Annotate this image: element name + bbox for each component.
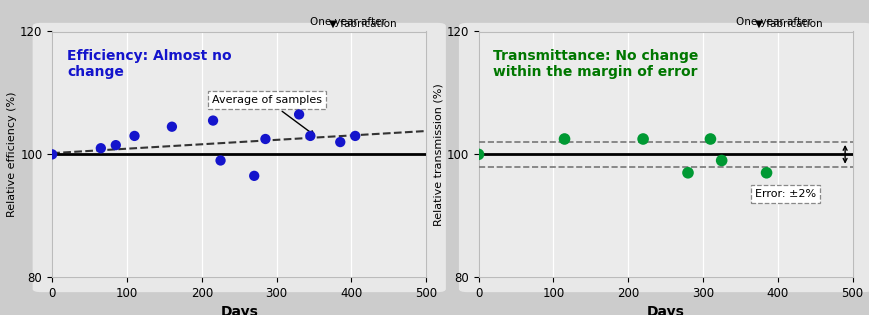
- Point: [714, 158, 728, 163]
- Text: Transmittance: No change
within the margin of error: Transmittance: No change within the marg…: [493, 49, 698, 79]
- Point: [94, 146, 108, 151]
- Point: [333, 140, 347, 145]
- Point: [557, 136, 571, 141]
- Point: [247, 173, 261, 178]
- Point: [214, 158, 228, 163]
- Point: [206, 118, 220, 123]
- Point: [128, 133, 142, 138]
- Text: One year after: One year after: [309, 17, 385, 26]
- Text: Efficiency: Almost no
change: Efficiency: Almost no change: [67, 49, 231, 79]
- Point: [258, 136, 272, 141]
- Point: [471, 152, 485, 157]
- Point: [635, 136, 649, 141]
- Point: [165, 124, 179, 129]
- Point: [759, 170, 773, 175]
- Text: Error: ±2%: Error: ±2%: [754, 189, 815, 199]
- Point: [292, 112, 306, 117]
- Text: ▼ fabrication: ▼ fabrication: [754, 19, 822, 29]
- Point: [703, 136, 717, 141]
- Point: [680, 170, 694, 175]
- X-axis label: Days: Days: [646, 306, 684, 315]
- Point: [109, 143, 123, 148]
- Text: Average of samples: Average of samples: [212, 95, 322, 135]
- Point: [348, 133, 362, 138]
- X-axis label: Days: Days: [220, 306, 258, 315]
- Text: One year after: One year after: [735, 17, 811, 26]
- Point: [303, 133, 317, 138]
- Point: [45, 152, 59, 157]
- Y-axis label: Relative transmission (%): Relative transmission (%): [433, 83, 443, 226]
- Text: ▼ fabrication: ▼ fabrication: [328, 19, 396, 29]
- Y-axis label: Relative efficiency (%): Relative efficiency (%): [7, 92, 17, 217]
